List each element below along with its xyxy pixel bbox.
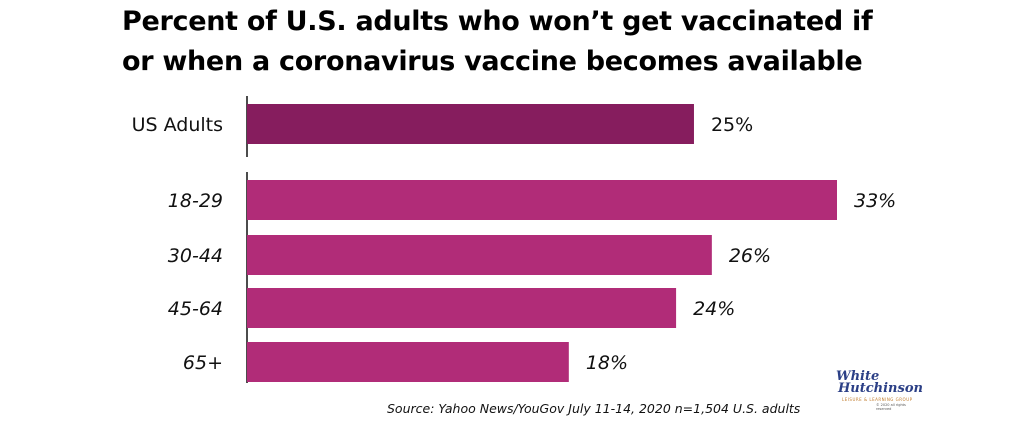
data-label: 33% [854,190,896,212]
bar-30-44 [247,235,712,275]
category-label: 18-29 [168,190,223,212]
logo-line-tagline: LEISURE & LEARNING GROUP [842,397,913,402]
chart-title: Percent of U.S. adults who won’t get vac… [122,2,1002,82]
data-label: 26% [729,245,771,267]
data-label: 24% [693,298,735,320]
logo-line-white: White [836,369,880,384]
bar-18-29 [247,180,837,220]
bar-45-64 [247,288,677,328]
category-label: 65+ [183,352,223,374]
data-label: 25% [711,114,753,136]
category-label: US Adults [132,114,223,136]
chart-title-line-1: Percent of U.S. adults who won’t get vac… [122,6,873,37]
category-label: 45-64 [168,298,223,320]
data-label: 18% [586,352,628,374]
chart-title-line-2: or when a coronavirus vaccine becomes av… [122,46,863,77]
logo-line-copyright: © 2020 all rights reserved [876,403,906,411]
bar-65 [247,342,569,382]
logo-line-hutchinson: Hutchinson [838,381,923,396]
source-note: Source: Yahoo News/YouGov July 11-14, 20… [387,401,801,416]
bar-us-adults [247,104,694,144]
category-label: 30-44 [168,245,223,267]
white-hutchinson-logo: White Hutchinson LEISURE & LEARNING GROU… [836,369,923,417]
